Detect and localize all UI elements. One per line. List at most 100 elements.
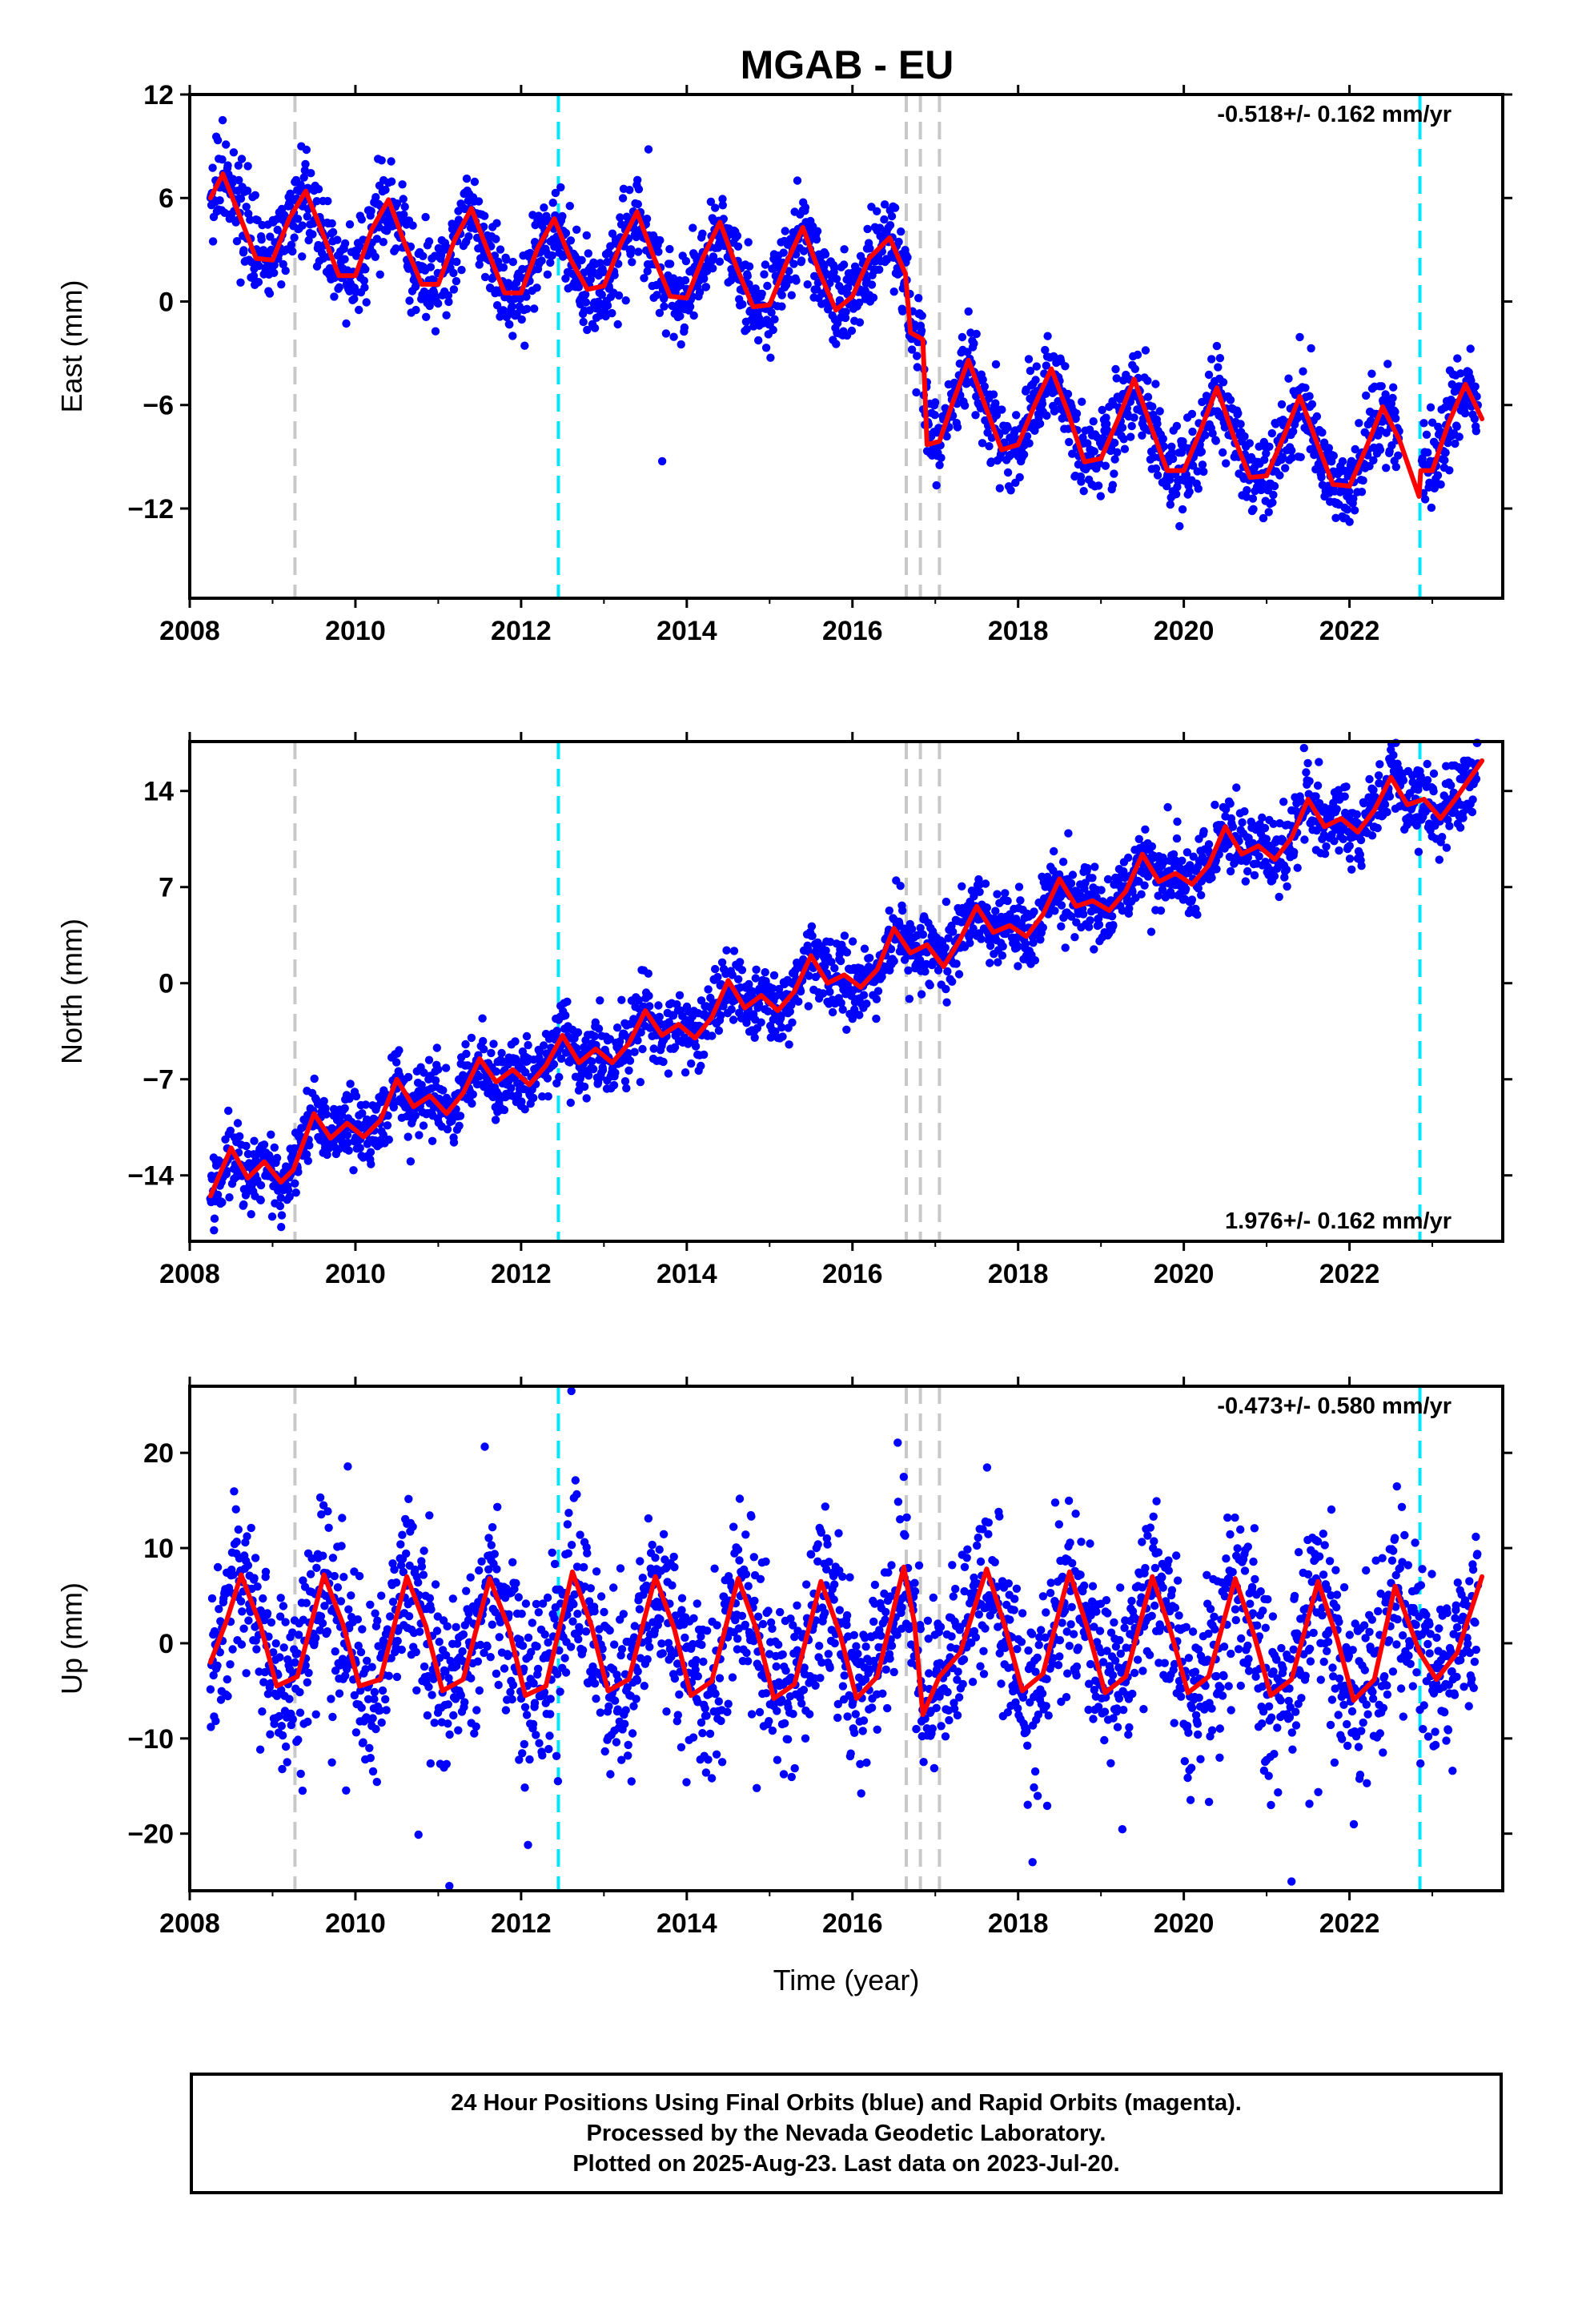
- north-data-point: [250, 1136, 259, 1145]
- east-data-point: [1118, 423, 1127, 432]
- east-data-point: [398, 180, 407, 189]
- up-scatter-series: [206, 1386, 1483, 1891]
- east-data-point: [643, 267, 652, 275]
- north-data-point: [885, 906, 894, 915]
- north-data-point: [291, 1179, 299, 1188]
- north-data-point: [761, 967, 769, 977]
- east-data-point: [1198, 460, 1207, 469]
- east-data-point: [1259, 479, 1267, 489]
- east-data-point: [431, 327, 440, 336]
- east-data-point: [1287, 446, 1296, 455]
- north-data-point: [555, 1072, 564, 1082]
- east-data-point: [1305, 392, 1314, 400]
- east-data-point: [577, 255, 586, 264]
- north-data-point: [522, 1031, 532, 1041]
- up-data-point: [213, 1661, 222, 1671]
- north-data-point: [1118, 906, 1127, 915]
- north-x-tick-label: 2008: [159, 1259, 220, 1289]
- north-data-point: [283, 1185, 293, 1195]
- east-data-point: [556, 183, 565, 192]
- north-data-point: [855, 1011, 864, 1019]
- east-data-point: [215, 196, 224, 205]
- east-data-point: [543, 270, 552, 279]
- north-data-point: [580, 1082, 589, 1092]
- east-data-point: [597, 290, 606, 300]
- north-data-point: [1260, 823, 1270, 833]
- north-data-point: [1182, 848, 1192, 857]
- east-data-point: [1167, 442, 1176, 451]
- north-y-tick-label: 7: [159, 873, 174, 903]
- east-data-point: [1219, 448, 1227, 457]
- east-data-point: [1141, 346, 1150, 355]
- east-data-point: [766, 353, 775, 362]
- north-data-point: [948, 977, 957, 987]
- east-data-point: [1460, 408, 1470, 418]
- east-data-point: [551, 188, 560, 198]
- east-data-point: [279, 259, 287, 269]
- north-data-point: [218, 1198, 227, 1207]
- east-data-point: [277, 280, 286, 289]
- up-data-point: [213, 1562, 223, 1572]
- north-data-point: [479, 1036, 488, 1046]
- east-data-point: [665, 244, 674, 254]
- east-data-point: [1365, 461, 1374, 471]
- east-data-point: [1440, 456, 1449, 464]
- north-data-point: [456, 1112, 465, 1120]
- north-data-point: [748, 987, 757, 996]
- north-data-point: [796, 987, 805, 996]
- north-data-point: [1228, 822, 1238, 831]
- east-data-point: [1312, 412, 1322, 421]
- east-data-point: [655, 308, 665, 317]
- north-data-point: [389, 1103, 398, 1112]
- east-data-point: [392, 199, 402, 208]
- north-data-point: [612, 1023, 622, 1032]
- north-data-point: [1141, 825, 1150, 834]
- east-data-point: [1038, 400, 1047, 408]
- east-data-point: [1130, 413, 1138, 422]
- north-data-point: [1438, 833, 1447, 842]
- east-data-point: [1172, 489, 1181, 499]
- north-data-point: [836, 956, 845, 966]
- north-data-point: [404, 1132, 412, 1141]
- east-data-point: [978, 375, 987, 384]
- north-data-point: [1275, 892, 1283, 902]
- east-data-point: [1234, 408, 1243, 418]
- east-data-point: [770, 315, 779, 324]
- north-data-point: [277, 1211, 287, 1220]
- north-data-point: [943, 967, 952, 976]
- north-data-point: [419, 1121, 428, 1130]
- east-data-point: [1090, 447, 1099, 456]
- east-data-point: [875, 265, 884, 274]
- north-data-point: [226, 1126, 235, 1136]
- east-data-point: [970, 339, 978, 348]
- north-data-point: [1385, 792, 1395, 801]
- east-data-point: [1317, 472, 1326, 482]
- north-data-point: [609, 1080, 619, 1090]
- east-data-point: [640, 274, 648, 283]
- north-data-point: [771, 991, 781, 1001]
- north-data-point: [497, 1048, 506, 1058]
- north-data-point: [1055, 870, 1064, 879]
- east-x-tick-label: 2016: [822, 616, 883, 646]
- east-data-point: [1455, 432, 1464, 441]
- north-data-point: [1038, 923, 1048, 932]
- east-data-point: [1269, 490, 1278, 500]
- east-data-point: [1042, 389, 1050, 398]
- east-data-point: [243, 162, 252, 171]
- north-data-point: [1212, 865, 1221, 874]
- north-x-tick-label: 2010: [325, 1259, 386, 1289]
- north-data-point: [335, 1144, 343, 1154]
- north-data-point: [1339, 834, 1348, 844]
- east-data-point: [298, 221, 307, 230]
- east-data-point: [234, 161, 243, 170]
- east-data-point: [1260, 456, 1269, 464]
- up-data-point: [247, 1523, 255, 1533]
- east-data-point: [546, 258, 555, 267]
- east-data-point: [1138, 431, 1146, 440]
- north-rate-label: 1.976+/- 0.162 mm/yr: [1225, 1208, 1452, 1234]
- north-data-point: [975, 887, 984, 897]
- east-data-point: [444, 297, 453, 307]
- north-data-point: [644, 969, 652, 978]
- up-data-point: [253, 1582, 262, 1591]
- north-data-point: [1172, 834, 1182, 843]
